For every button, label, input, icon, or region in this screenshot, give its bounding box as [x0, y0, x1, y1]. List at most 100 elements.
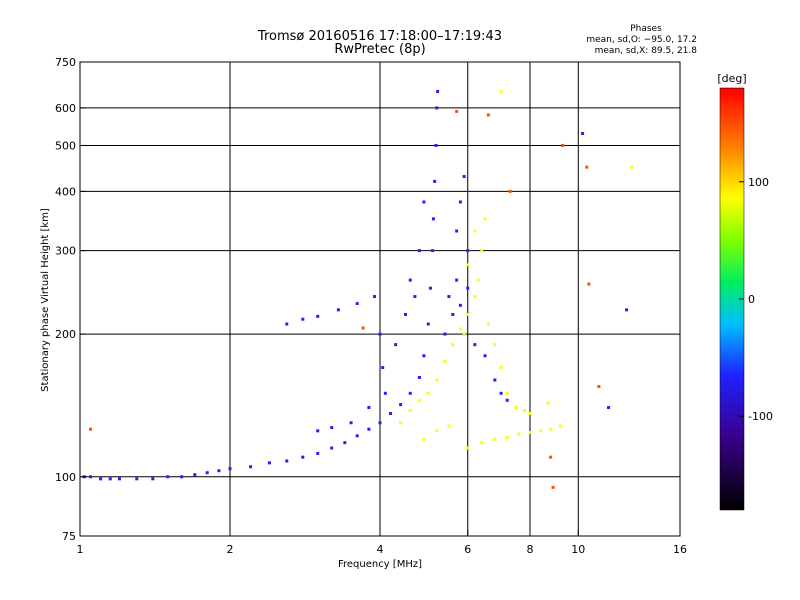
data-point-series-0	[462, 175, 466, 179]
data-point-series-0	[367, 427, 371, 431]
data-point-series-0	[458, 303, 462, 307]
data-point-series-1	[514, 406, 518, 410]
data-point-series-0	[205, 471, 209, 475]
data-point-series-0	[193, 473, 197, 477]
colorbar-ticks: 100 0 -100	[739, 176, 773, 423]
x-tick-label: 1	[77, 543, 84, 556]
data-point-series-0	[493, 378, 497, 382]
data-point-series-0	[447, 295, 451, 299]
data-point-series-0	[483, 354, 487, 358]
data-point-series-2	[508, 189, 512, 193]
data-point-series-0	[166, 475, 170, 479]
x-tick-label: 2	[227, 543, 234, 556]
data-point-series-0	[383, 391, 387, 395]
data-point-series-0	[466, 286, 470, 290]
data-point-series-0	[135, 477, 139, 481]
data-point-series-1	[473, 229, 477, 233]
data-point-series-0	[89, 475, 93, 479]
data-point-series-0	[431, 217, 435, 221]
data-point-series-2	[551, 485, 555, 489]
data-point-series-0	[607, 406, 611, 410]
data-point-series-0	[316, 314, 320, 318]
axis-ticks: 1 2 4 6 8 10 16 75 100 200 300 400 500 600 750	[55, 56, 687, 556]
data-point-series-0	[389, 411, 393, 415]
y-tick-label: 750	[55, 56, 76, 69]
data-point-series-0	[151, 477, 155, 481]
data-point-series-1	[558, 424, 562, 428]
phases-x-stats: mean, sd,X: 89.5, 21.8	[595, 46, 698, 56]
data-point-series-1	[466, 312, 470, 316]
data-point-series-0	[336, 308, 340, 312]
data-point-series-0	[458, 200, 462, 204]
scatter-points	[82, 89, 634, 489]
data-point-series-1	[549, 427, 553, 431]
data-point-series-1	[505, 391, 509, 395]
data-point-series-1	[443, 360, 447, 364]
y-tick-label: 75	[62, 530, 76, 543]
data-point-series-1	[499, 366, 503, 370]
data-point-series-1	[447, 424, 451, 428]
data-point-series-2	[587, 282, 591, 286]
x-tick-label: 16	[673, 543, 687, 556]
data-point-series-0	[399, 403, 403, 407]
data-point-series-0	[581, 131, 585, 135]
y-tick-label: 600	[55, 102, 76, 115]
y-tick-label: 100	[55, 471, 76, 484]
data-point-series-0	[228, 467, 232, 471]
data-point-series-1	[480, 441, 484, 445]
x-tick-label: 4	[377, 543, 384, 556]
data-point-series-1	[422, 437, 426, 441]
data-point-series-2	[549, 455, 553, 459]
data-point-series-0	[355, 434, 359, 438]
data-point-series-0	[316, 429, 320, 433]
data-point-series-0	[417, 375, 421, 379]
data-point-series-1	[480, 249, 484, 253]
data-point-series-0	[443, 332, 447, 336]
data-point-series-1	[539, 429, 543, 433]
y-tick-label: 500	[55, 139, 76, 152]
grid-lines	[80, 62, 680, 536]
data-point-series-1	[476, 278, 480, 282]
data-point-series-1	[523, 408, 527, 412]
data-point-series-0	[473, 343, 477, 347]
data-point-series-0	[413, 295, 417, 299]
data-point-series-0	[466, 249, 470, 253]
data-point-series-2	[585, 165, 589, 169]
data-point-series-0	[330, 426, 334, 430]
data-point-series-0	[455, 278, 459, 282]
phases-heading: Phases	[630, 24, 662, 34]
data-point-series-0	[394, 343, 398, 347]
data-point-series-1	[462, 332, 466, 336]
data-point-series-1	[493, 343, 497, 347]
data-point-series-0	[625, 308, 629, 312]
data-point-series-0	[408, 278, 412, 282]
data-point-series-1	[435, 378, 439, 382]
colorbar-tick-label: 0	[748, 293, 755, 306]
data-point-series-2	[561, 143, 565, 147]
data-point-series-0	[381, 366, 385, 370]
x-tick-label: 6	[464, 543, 471, 556]
chart-subtitle: RwPretec (8p)	[334, 42, 425, 57]
data-point-series-0	[451, 312, 455, 316]
data-point-series-0	[428, 286, 432, 290]
data-point-series-1	[466, 263, 470, 267]
data-point-series-2	[89, 427, 93, 431]
colorbar-tick-label: 100	[748, 176, 769, 189]
data-point-series-0	[417, 249, 421, 253]
y-tick-label: 400	[55, 185, 76, 198]
data-point-series-1	[493, 437, 497, 441]
data-point-series-0	[403, 312, 407, 316]
x-axis-label: Frequency [MHz]	[338, 559, 422, 570]
data-point-series-1	[417, 398, 421, 402]
data-point-series-0	[433, 179, 437, 183]
phases-o-stats: mean, sd,O: −95.0, 17.2	[586, 35, 697, 45]
data-point-series-0	[431, 249, 435, 253]
data-point-series-1	[466, 446, 470, 450]
data-point-series-0	[422, 200, 426, 204]
data-point-series-0	[180, 475, 184, 479]
data-point-series-1	[408, 408, 412, 412]
data-point-series-1	[399, 421, 403, 425]
data-point-series-0	[343, 441, 347, 445]
data-point-series-1	[435, 429, 439, 433]
